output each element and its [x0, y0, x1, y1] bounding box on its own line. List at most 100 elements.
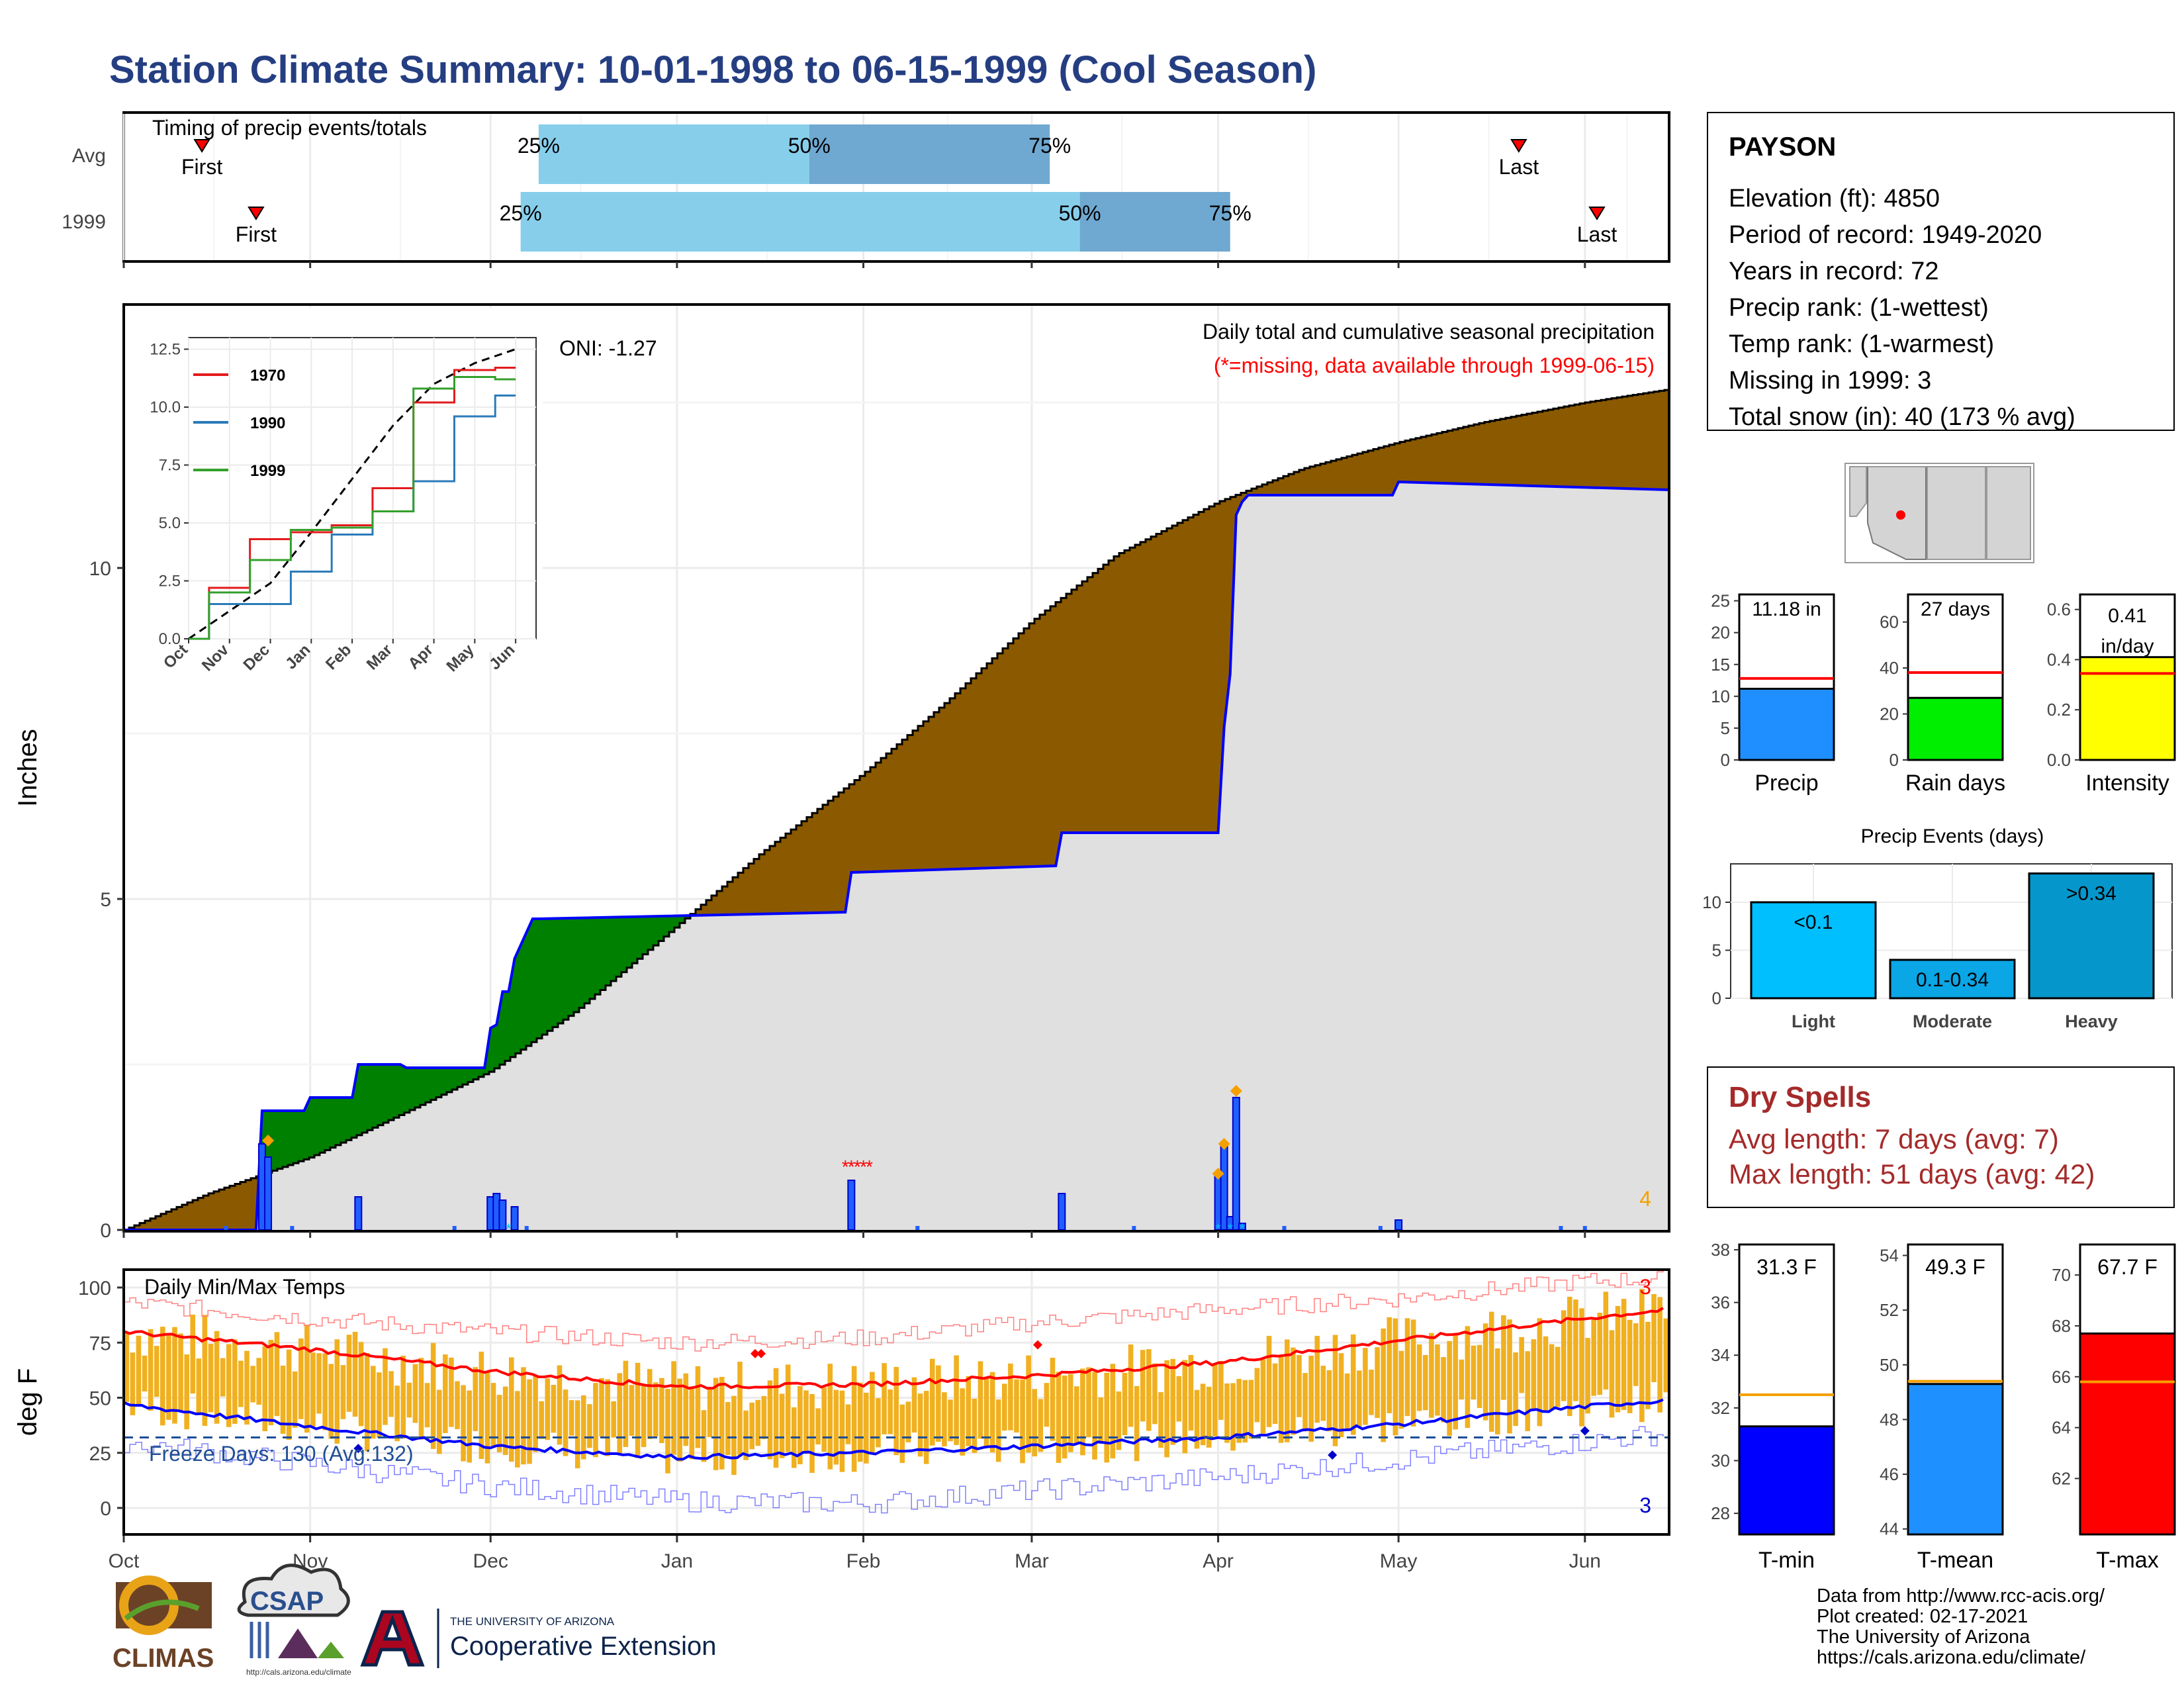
daily-temp-bar-135: [936, 1365, 941, 1442]
daily-temp-bar-103: [743, 1410, 749, 1460]
temp-summary-bar-t-mean: [1907, 1383, 2004, 1536]
summary-tick-label-1-1: 20: [1880, 704, 1899, 724]
daily-temp-bar-200: [1326, 1370, 1332, 1432]
inset-y-tick-label-3: 7.5: [159, 457, 181, 475]
precip-panel-header: Daily total and cumulative seasonal prec…: [1203, 320, 1655, 344]
daily-temp-bar-44: [388, 1371, 394, 1417]
timing-label-75-1999: 75%: [1209, 201, 1251, 225]
daily-temp-bar-143: [983, 1376, 989, 1447]
precip-areas: [124, 389, 1670, 1231]
daily-temp-bar-187: [1248, 1380, 1254, 1439]
csap-logo: CSAP http://cals.arizona.edu/climate: [237, 1564, 351, 1677]
daily-temp-bar-16: [220, 1358, 226, 1397]
climas-logo-text: CLIMAS: [113, 1644, 214, 1673]
missing-data-star-3: *: [860, 1156, 867, 1177]
timing-panel: 25% 50% 75% First Last 25% 50% 75% First Last Tim…: [62, 111, 1670, 268]
daily-temp-bar-163: [1104, 1372, 1110, 1463]
daily-temp-bar-144: [989, 1372, 995, 1453]
daily-temp-bar-104: [749, 1402, 754, 1450]
daily-temp-bar-65: [515, 1391, 520, 1468]
daily-temp-bar-198: [1314, 1336, 1320, 1423]
daily-temp-bar-106: [761, 1395, 767, 1439]
timing-label-50-Avg: 50%: [788, 134, 831, 158]
events-category-0: Light: [1792, 1011, 1835, 1031]
daily-precip-bar-1: [264, 1156, 273, 1231]
events-tick-label-2: 10: [1702, 892, 1721, 912]
record-day-marker-1: [1212, 1168, 1224, 1180]
daily-temp-bar-138: [954, 1355, 959, 1445]
footer-credits: Data from http://www.rcc-acis.org/ Plot …: [1817, 1585, 2105, 1668]
daily-temp-bar-54: [449, 1357, 454, 1427]
dry-spells-max-length: Max length: 51 days (avg: 42): [1729, 1158, 2095, 1190]
daily-temp-bar-129: [899, 1404, 905, 1463]
first-event-label-Avg: First: [181, 155, 222, 179]
temp-summary-tick-label-1-4: 52: [1880, 1300, 1899, 1320]
daily-temp-bar-196: [1302, 1373, 1308, 1432]
daily-temp-bar-246: [1603, 1291, 1609, 1390]
station-detail-6: Total snow (in): 40 (173 % avg): [1729, 403, 2075, 431]
daily-temp-bar-100: [725, 1401, 731, 1456]
daily-precip-bar-5: [498, 1199, 507, 1231]
temp-summary-tick-label-2-1: 64: [2052, 1418, 2071, 1438]
daily-temp-bar-36: [340, 1365, 346, 1419]
ua-a-mark: [360, 1610, 425, 1667]
timing-label-25-1999: 25%: [500, 201, 542, 225]
daily-temp-bar-122: [857, 1382, 863, 1462]
month-label-2: Dec: [473, 1550, 508, 1572]
daily-temp-bar-15: [214, 1331, 220, 1424]
precip-y-tick-label-2: 10: [89, 558, 111, 580]
events-title: Precip Events (days): [1861, 825, 2044, 847]
temp-summary-tick-label-0-0: 28: [1711, 1503, 1730, 1523]
daily-temp-bar-17: [226, 1344, 232, 1427]
month-label-5: Mar: [1015, 1550, 1049, 1572]
temp-summary-tick-label-2-2: 66: [2052, 1367, 2071, 1387]
inset-line-1999: [189, 376, 516, 640]
temp-summary-tick-label-1-5: 54: [1880, 1246, 1899, 1266]
daily-temp-bar-201: [1332, 1335, 1338, 1446]
daily-temp-bar-24: [268, 1339, 274, 1426]
dry-spells-frame: [1707, 1066, 2175, 1208]
daily-temp-bar-23: [262, 1346, 268, 1432]
station-detail-0: Elevation (ft): 4850: [1729, 185, 1940, 212]
daily-temp-bar-204: [1350, 1334, 1356, 1435]
daily-temp-bar-40: [364, 1352, 370, 1452]
daily-temp-bar-27: [286, 1349, 292, 1440]
daily-temp-bar-69: [539, 1401, 544, 1439]
daily-temp-bar-224: [1471, 1345, 1477, 1400]
daily-temp-bar-107: [767, 1380, 773, 1460]
summary-tick-label-2-1: 0.2: [2047, 700, 2071, 720]
daily-temp-bar-76: [581, 1395, 586, 1460]
daily-temp-bar-72: [557, 1365, 563, 1445]
daily-temp-bar-52: [436, 1389, 442, 1454]
daily-precip-bar-2: [354, 1196, 363, 1231]
daily-temp-bar-188: [1254, 1368, 1260, 1423]
daily-temp-bar-29: [298, 1338, 304, 1419]
small-missing-star-1: *: [1215, 1221, 1221, 1237]
daily-temp-bar-78: [593, 1383, 598, 1458]
daily-temp-bar-0: [124, 1332, 130, 1402]
summary-label-1: Rain days: [1905, 771, 2005, 796]
daily-temp-bar-77: [587, 1404, 592, 1448]
daily-temp-bar-256: [1663, 1318, 1668, 1393]
record-day-marker-2: [1218, 1138, 1230, 1150]
daily-temp-bar-216: [1422, 1354, 1428, 1411]
daily-temp-bar-61: [490, 1383, 496, 1447]
temp-frame: [122, 1268, 1670, 1536]
inset-lines: [188, 348, 516, 640]
daily-temp-bar-223: [1465, 1326, 1471, 1429]
daily-temp-bar-152: [1038, 1399, 1044, 1452]
daily-temp-bar-245: [1597, 1313, 1603, 1395]
inset-legend-label-1999: 1999: [250, 462, 285, 480]
daily-temp-bar-139: [960, 1388, 965, 1456]
events-bar-label-0: <0.1: [1794, 912, 1833, 933]
daily-temp-bar-166: [1122, 1372, 1128, 1436]
data-source-text: Data from http://www.rcc-acis.org/: [1817, 1585, 2105, 1607]
summary-tick-label-0-3: 15: [1711, 655, 1730, 675]
ua-name-text: THE UNIVERSITY OF ARIZONA: [450, 1615, 615, 1628]
daily-temp-bar-80: [605, 1379, 610, 1456]
daily-temp-bar-47: [406, 1382, 412, 1418]
first-event-marker-1999: [248, 207, 265, 220]
daily-temp-bar-176: [1182, 1360, 1188, 1454]
daily-temp-bar-2: [136, 1335, 142, 1406]
